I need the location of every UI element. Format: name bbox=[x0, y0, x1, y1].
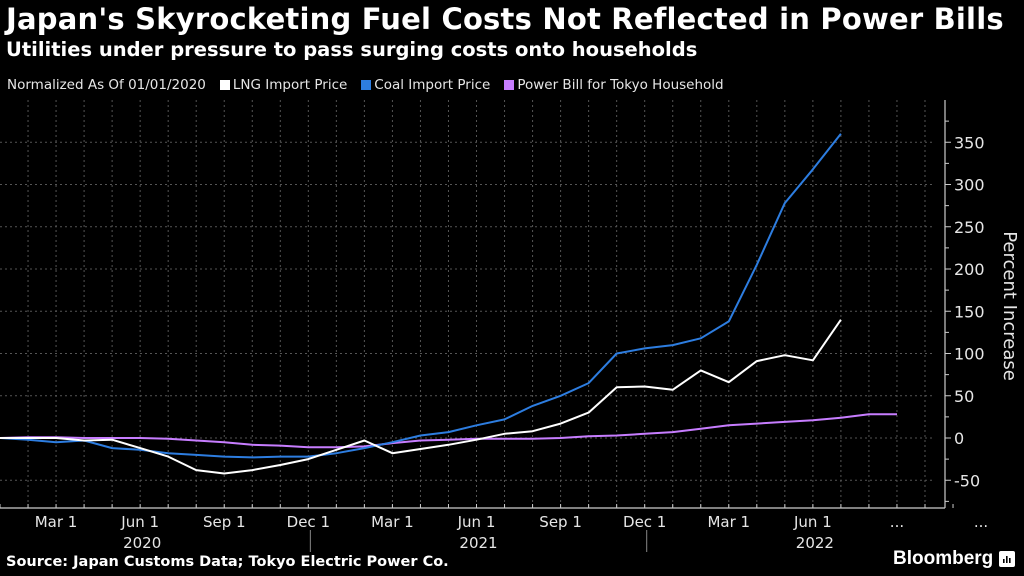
legend-note: Normalized As Of 01/01/2020 bbox=[7, 77, 206, 93]
y-tick-label: 150 bbox=[954, 302, 985, 321]
x-year-label: 2020 bbox=[123, 534, 161, 552]
legend-label-power-bill: Power Bill for Tokyo Household bbox=[517, 77, 724, 93]
bloomberg-logo-icon bbox=[999, 551, 1016, 567]
y-tick-label: 50 bbox=[954, 387, 974, 406]
series-line-coal-import-price bbox=[0, 133, 842, 459]
x-tick-label: Mar 1 bbox=[35, 513, 78, 531]
axes bbox=[0, 100, 954, 552]
x-tick-label: Sep 1 bbox=[203, 513, 246, 531]
y-tick-label: 350 bbox=[954, 133, 985, 152]
legend-swatch-coal bbox=[361, 80, 372, 90]
x-tick-label: Dec 1 bbox=[287, 513, 330, 531]
x-tick-label: Sep 1 bbox=[539, 513, 582, 531]
grid bbox=[0, 100, 935, 508]
chart-title: Japan's Skyrocketing Fuel Costs Not Refl… bbox=[6, 2, 1004, 36]
x-tick-label: Jun 1 bbox=[793, 513, 832, 531]
chart-subtitle: Utilities under pressure to pass surging… bbox=[6, 38, 698, 61]
legend: Normalized As Of 01/01/2020 LNG Import P… bbox=[7, 77, 724, 93]
x-tick-label: Jun 1 bbox=[457, 513, 496, 531]
legend-note-text: Normalized As Of 01/01/2020 bbox=[7, 77, 206, 93]
x-tick-label: ... bbox=[974, 513, 988, 531]
x-tick-label: Mar 1 bbox=[707, 513, 750, 531]
y-tick-label: 0 bbox=[954, 429, 964, 448]
brand-text: Bloomberg bbox=[893, 548, 994, 569]
series-line-power-bill-for-tokyo-household bbox=[0, 413, 897, 449]
x-tick-label: ... bbox=[890, 513, 904, 531]
x-tick-label: Jun 1 bbox=[120, 513, 159, 531]
legend-swatch-lng bbox=[219, 80, 230, 90]
y-tick-label: 300 bbox=[954, 176, 985, 195]
axis-labels: -50 0 50 100 150 200 250 300 350 Percent Increase… bbox=[35, 133, 1020, 552]
x-tick-label: Mar 1 bbox=[371, 513, 414, 531]
legend-item-coal: Coal Import Price bbox=[361, 77, 490, 93]
legend-label-coal: Coal Import Price bbox=[374, 77, 491, 93]
x-year-label: 2021 bbox=[459, 534, 497, 552]
y-tick-label: 200 bbox=[954, 260, 985, 279]
y-tick-label: 250 bbox=[954, 218, 985, 237]
legend-item-power-bill: Power Bill for Tokyo Household bbox=[504, 77, 724, 93]
legend-item-lng: LNG Import Price bbox=[219, 77, 348, 93]
x-year-label: 2022 bbox=[796, 534, 834, 552]
x-tick-label: Dec 1 bbox=[623, 513, 666, 531]
legend-label-lng: LNG Import Price bbox=[232, 77, 348, 93]
y-tick-label: -50 bbox=[954, 471, 980, 490]
series-line-lng-import-price bbox=[0, 319, 842, 475]
y-tick-label: 100 bbox=[954, 345, 985, 364]
legend-swatch-power-bill bbox=[504, 80, 515, 90]
bloomberg-brand: Bloomberg bbox=[893, 548, 1016, 570]
y-axis-title: Percent Increase bbox=[999, 231, 1020, 381]
source-note: Source: Japan Customs Data; Tokyo Electr… bbox=[6, 554, 449, 570]
series-lines bbox=[0, 133, 897, 475]
